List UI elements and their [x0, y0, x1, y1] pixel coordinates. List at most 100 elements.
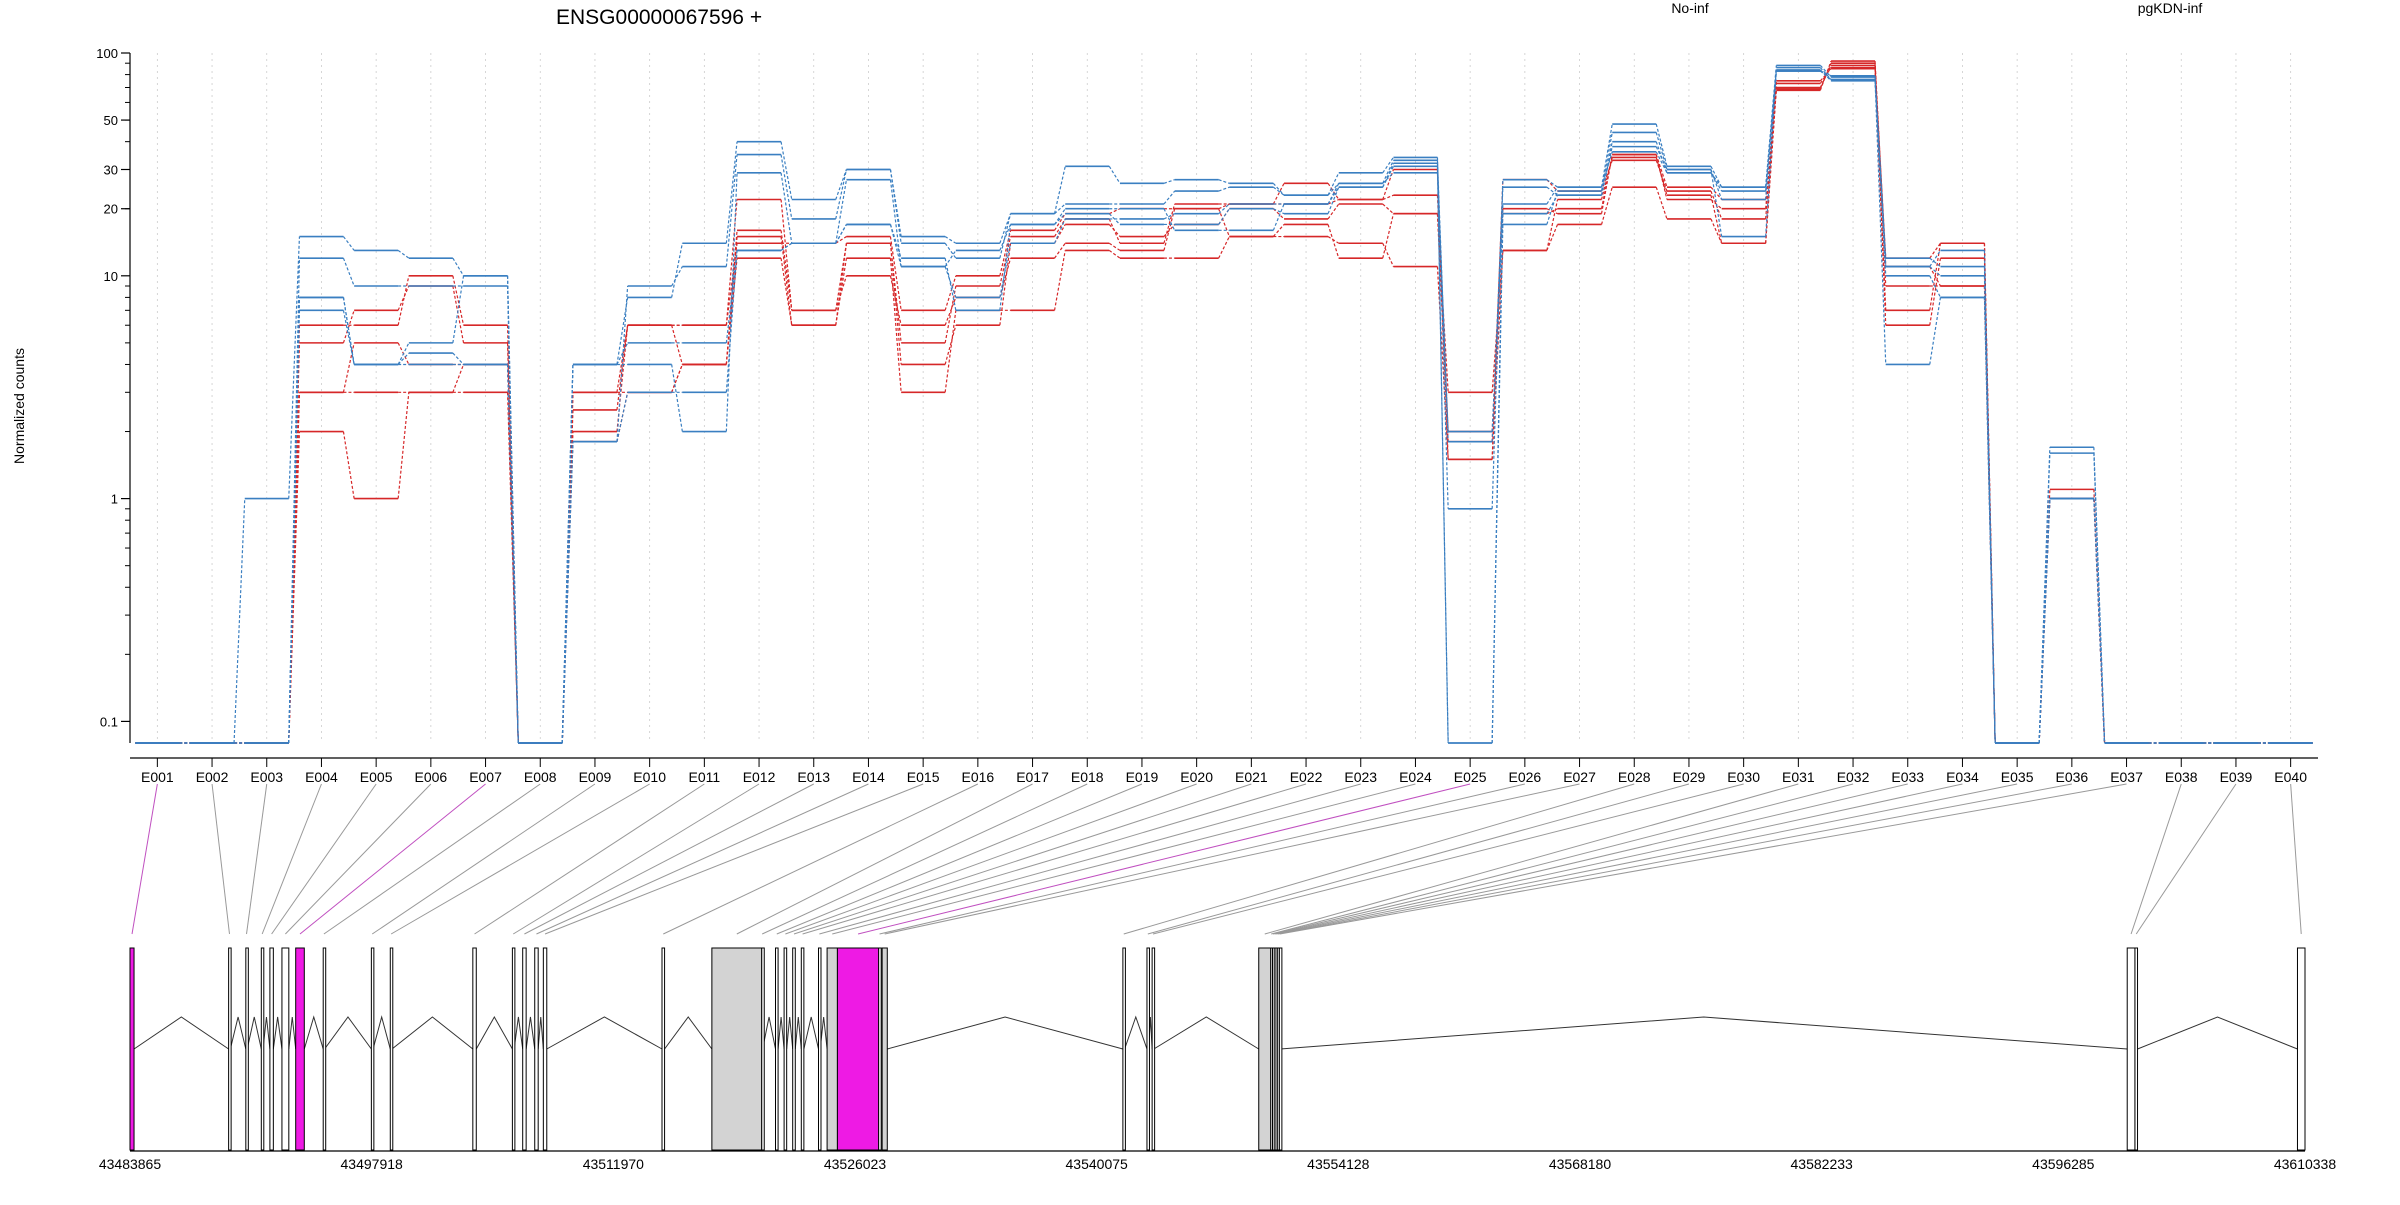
exon-connector — [271, 783, 377, 935]
y-tick-label: 30 — [104, 162, 118, 177]
series-connector — [1819, 64, 1832, 78]
series-no-inf — [135, 60, 2313, 744]
exon-connector — [1274, 783, 1963, 935]
x-tick-label: E018 — [1071, 769, 1104, 785]
x-tick-label: E017 — [1016, 769, 1049, 785]
exon-e007 — [295, 947, 305, 1151]
series-connector — [1382, 242, 1394, 267]
series-connector — [342, 297, 355, 365]
coord-tick-label: 43554128 — [1307, 1156, 1370, 1172]
series-connector — [1327, 203, 1340, 220]
series-connector — [452, 285, 465, 343]
series-connector — [835, 169, 848, 200]
series-connector — [1929, 297, 1942, 365]
intron-line — [887, 1016, 1124, 1050]
y-tick-label: 0.1 — [100, 714, 118, 729]
series-connector — [1820, 70, 1832, 77]
series-connector — [725, 250, 738, 343]
series-connector — [1218, 186, 1230, 192]
series-connector — [1327, 172, 1340, 196]
intron-line — [2137, 1016, 2298, 1050]
exon-connector — [512, 783, 760, 935]
x-tick-label: E002 — [196, 769, 229, 785]
series-connector — [1655, 132, 1668, 170]
exon-e012 — [511, 947, 516, 1151]
grid — [156, 53, 2292, 743]
intron-line — [794, 1016, 802, 1050]
series-connector — [1272, 208, 1285, 220]
exon-e016 — [661, 947, 666, 1151]
series-connector — [561, 364, 574, 744]
series-connector — [1163, 224, 1176, 237]
series-connector — [1874, 79, 1887, 267]
x-tick-label: E019 — [1126, 769, 1159, 785]
exon-connector — [1271, 783, 1854, 935]
intron-line — [133, 1016, 229, 1050]
series-connector — [780, 141, 793, 200]
series-connector — [1436, 172, 1449, 432]
series-connector — [944, 258, 957, 311]
coord-tick-label: 43497918 — [341, 1156, 404, 1172]
exon-connector — [802, 783, 1307, 935]
series-connector — [506, 364, 519, 744]
exon-e024 — [826, 947, 838, 1151]
series-connector — [889, 179, 902, 267]
series-connector — [1491, 213, 1504, 432]
exon-connector — [761, 783, 1088, 935]
exon-connector — [1123, 783, 1635, 935]
exon-connector — [785, 783, 1197, 935]
series-connector — [1436, 163, 1449, 744]
x-tick-label: E010 — [633, 769, 666, 785]
x-axis: E001 E002 E003 E004 E005 E006 E007 E008 E009 E010… — [130, 757, 2318, 785]
series-connector — [1929, 266, 1941, 277]
exon-e013 — [522, 947, 527, 1151]
series-connector — [1710, 195, 1723, 244]
x-tick-label: E005 — [360, 769, 393, 785]
series-connector — [725, 154, 738, 267]
series-connector — [780, 154, 793, 220]
series-no-inf — [135, 62, 2313, 744]
x-tick-label: E039 — [2220, 769, 2253, 785]
legend-item-no-inf: No-inf — [1671, 0, 1708, 16]
exon-connector — [736, 783, 1033, 935]
intron-line — [288, 1016, 297, 1050]
x-tick-label: E001 — [141, 769, 174, 785]
series-connector — [1382, 194, 1394, 201]
coord-tick-label: 43540075 — [1066, 1156, 1129, 1172]
series-connector — [1382, 172, 1394, 184]
intron-line — [1280, 1016, 2128, 1050]
exon-connector — [793, 783, 1252, 935]
series-connector — [1108, 249, 1121, 259]
exon-e020 — [783, 947, 788, 1151]
series-connector — [452, 364, 465, 393]
series-connector — [999, 236, 1012, 287]
intron-line — [475, 1015, 513, 1050]
x-tick-label: E023 — [1344, 769, 1377, 785]
series-connector — [1655, 123, 1668, 167]
series-connector — [342, 236, 355, 251]
x-tick-label: E026 — [1508, 769, 1541, 785]
exon-e023 — [817, 947, 822, 1151]
exon-e030 — [1151, 947, 1156, 1151]
series-connector — [835, 243, 848, 326]
x-tick-label: E003 — [250, 769, 283, 785]
series-connector — [944, 250, 957, 267]
series-connector — [1163, 208, 1176, 231]
series-connector — [2038, 498, 2051, 744]
series-connector — [1436, 160, 1449, 442]
series-connector — [835, 236, 847, 244]
series-connector — [889, 224, 902, 259]
series-connector — [1655, 157, 1668, 196]
exon-connector — [390, 783, 650, 935]
coord-tick-label: 43582233 — [1791, 1156, 1854, 1172]
series-connector — [1163, 213, 1175, 220]
series-connector — [1054, 218, 1066, 237]
exon-connector — [819, 783, 1361, 935]
series-connector — [1436, 166, 1449, 744]
series-connector — [1382, 160, 1394, 184]
intron-line — [803, 1016, 819, 1050]
x-tick-label: E033 — [1891, 769, 1924, 785]
series-connector — [288, 392, 301, 744]
series-connector — [1655, 160, 1668, 192]
